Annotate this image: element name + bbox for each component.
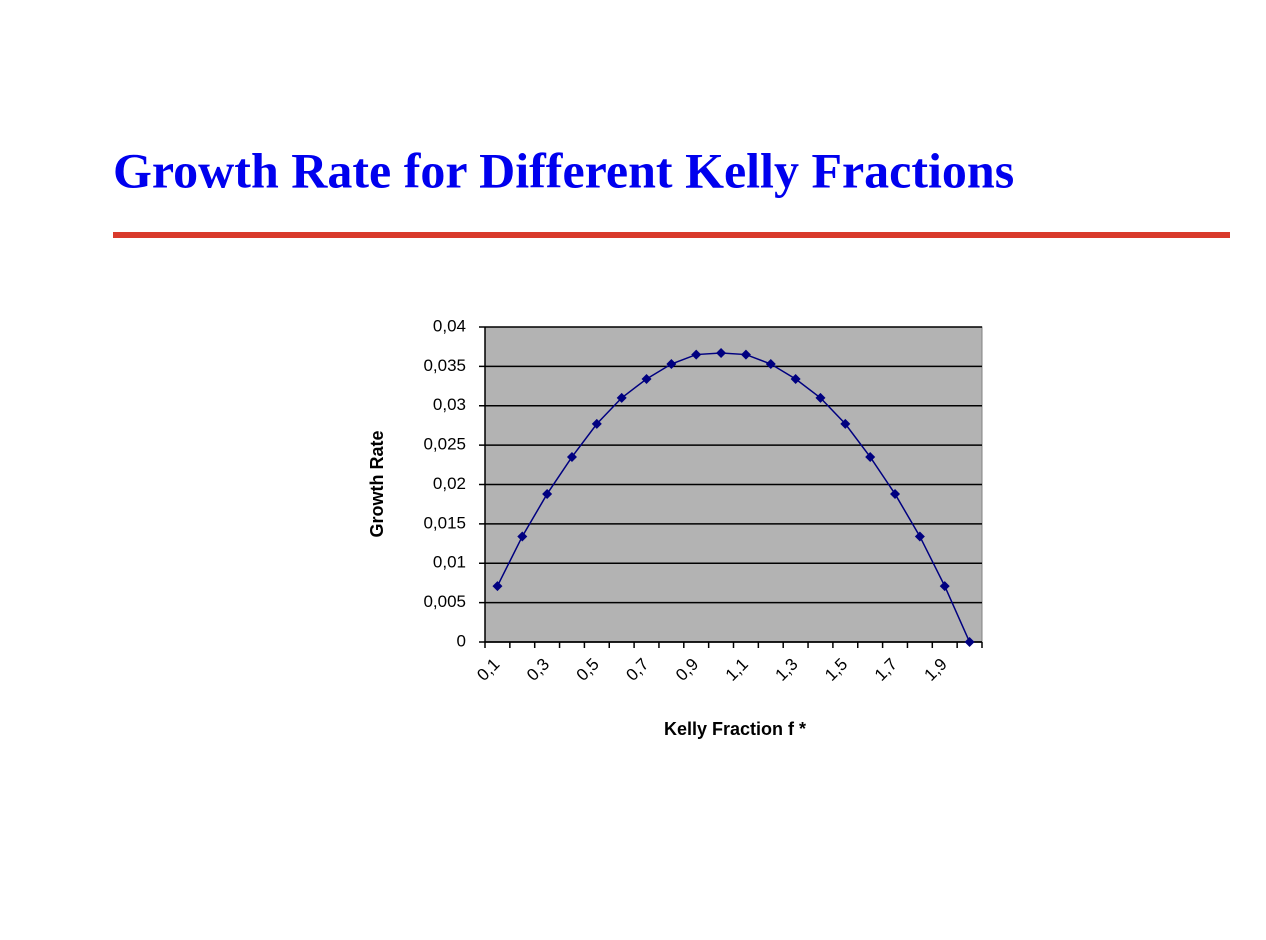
data-point (542, 488, 553, 499)
x-tick-label: 1,3 (771, 655, 801, 685)
x-tick-label: 1,7 (871, 655, 901, 685)
data-point (591, 418, 602, 429)
data-point (517, 531, 528, 542)
data-point (691, 349, 702, 360)
x-tick-label: 0,7 (622, 655, 652, 685)
y-tick-label: 0,02 (433, 474, 466, 493)
series-line (496, 352, 971, 643)
data-point (890, 488, 901, 499)
x-tick-label: 0,1 (473, 655, 503, 685)
x-tick-label: 1,9 (921, 655, 951, 685)
x-tick-label: 1,1 (722, 655, 752, 685)
y-tick-label: 0,035 (423, 356, 466, 375)
data-point (840, 418, 851, 429)
x-tick-label: 0,5 (573, 655, 603, 685)
x-tick-label: 0,9 (672, 655, 702, 685)
data-point (566, 451, 577, 462)
data-point (641, 373, 652, 384)
y-tick-label: 0,04 (433, 316, 466, 335)
y-tick-label: 0,03 (433, 395, 466, 414)
x-tick-label: 0,3 (523, 655, 553, 685)
slide-title: Growth Rate for Different Kelly Fraction… (113, 142, 1014, 198)
y-tick-label: 0,015 (423, 513, 466, 532)
y-tick-label: 0,025 (423, 435, 466, 454)
x-tick-label: 1,5 (821, 655, 851, 685)
y-tick-label: 0,01 (433, 553, 466, 572)
y-axis-title: Growth Rate (367, 430, 387, 537)
data-point (865, 451, 876, 462)
data-point (964, 637, 975, 647)
data-point (939, 581, 950, 592)
data-point (616, 392, 627, 403)
data-point (492, 581, 503, 592)
data-point (914, 531, 925, 542)
y-tick-label: 0 (457, 631, 466, 650)
data-point (666, 359, 677, 370)
x-axis-title: Kelly Fraction f * (664, 719, 806, 739)
data-point (765, 359, 776, 370)
data-point (716, 347, 727, 358)
data-point (815, 392, 826, 403)
y-tick-label: 0,005 (423, 592, 466, 611)
data-point (740, 349, 751, 360)
data-point (790, 373, 801, 384)
